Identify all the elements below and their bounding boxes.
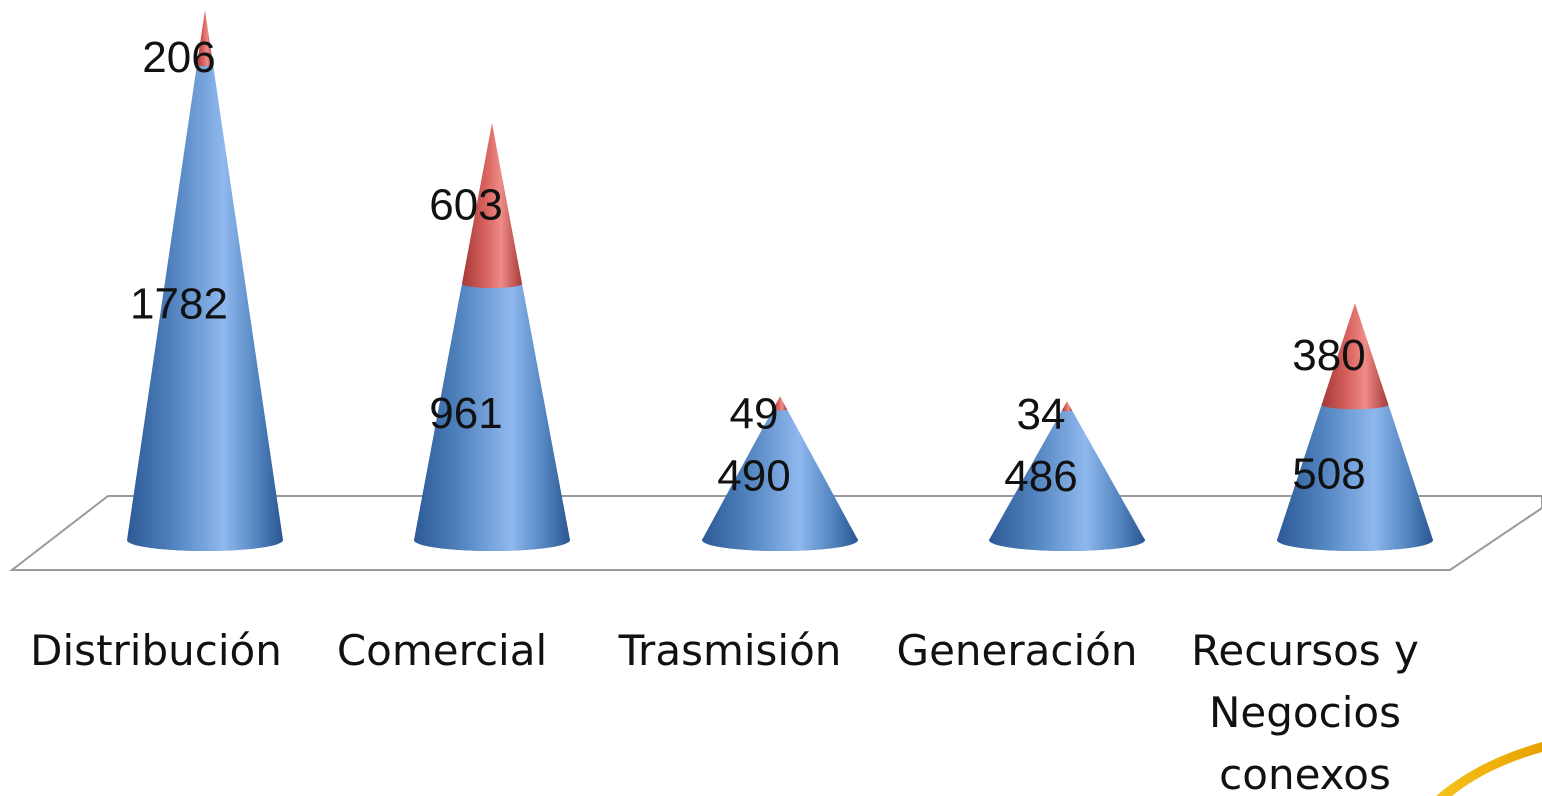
- cone-segment-upper-1: [196, 10, 214, 67]
- category-label-2: Comercial: [337, 626, 547, 675]
- data-label-lower-4: 486: [1004, 452, 1077, 501]
- data-label-lower-1: 1782: [130, 279, 228, 328]
- cone-segment-lower-2: [414, 283, 570, 551]
- cone-segment-upper-2: [461, 123, 523, 289]
- data-label-upper-3: 49: [730, 390, 779, 439]
- data-label-lower-5: 508: [1292, 449, 1365, 498]
- cone-segment-lower-5: [1277, 404, 1433, 551]
- data-label-upper-2: 603: [429, 180, 502, 229]
- category-label-3: Trasmisión: [618, 626, 842, 675]
- decorative-swoosh: [1436, 742, 1542, 796]
- data-label-upper-5: 380: [1292, 331, 1365, 380]
- data-label-upper-1: 206: [142, 33, 215, 82]
- data-label-lower-3: 490: [717, 452, 790, 501]
- cone-segment-lower-1: [127, 64, 283, 551]
- category-label-1: Distribución: [30, 626, 282, 675]
- cones-layer: [127, 10, 1433, 551]
- category-label-4: Generación: [897, 626, 1138, 675]
- data-label-lower-2: 961: [429, 389, 502, 438]
- cone-segment-lower-3: [702, 409, 858, 551]
- category-label-5: Recursos y Negocios conexos: [1191, 626, 1419, 796]
- cone-segment-upper-4: [1061, 401, 1073, 412]
- cone-segment-upper-5: [1321, 303, 1389, 410]
- data-label-upper-4: 34: [1017, 390, 1066, 439]
- cone-segment-upper-3: [772, 396, 788, 411]
- data-labels-layer: 1782 206 961 603 490 49 486 34 508 380: [130, 33, 1366, 501]
- category-axis: Distribución Comercial Trasmisión Generació…: [30, 626, 1419, 796]
- cone-segment-lower-4: [989, 410, 1145, 551]
